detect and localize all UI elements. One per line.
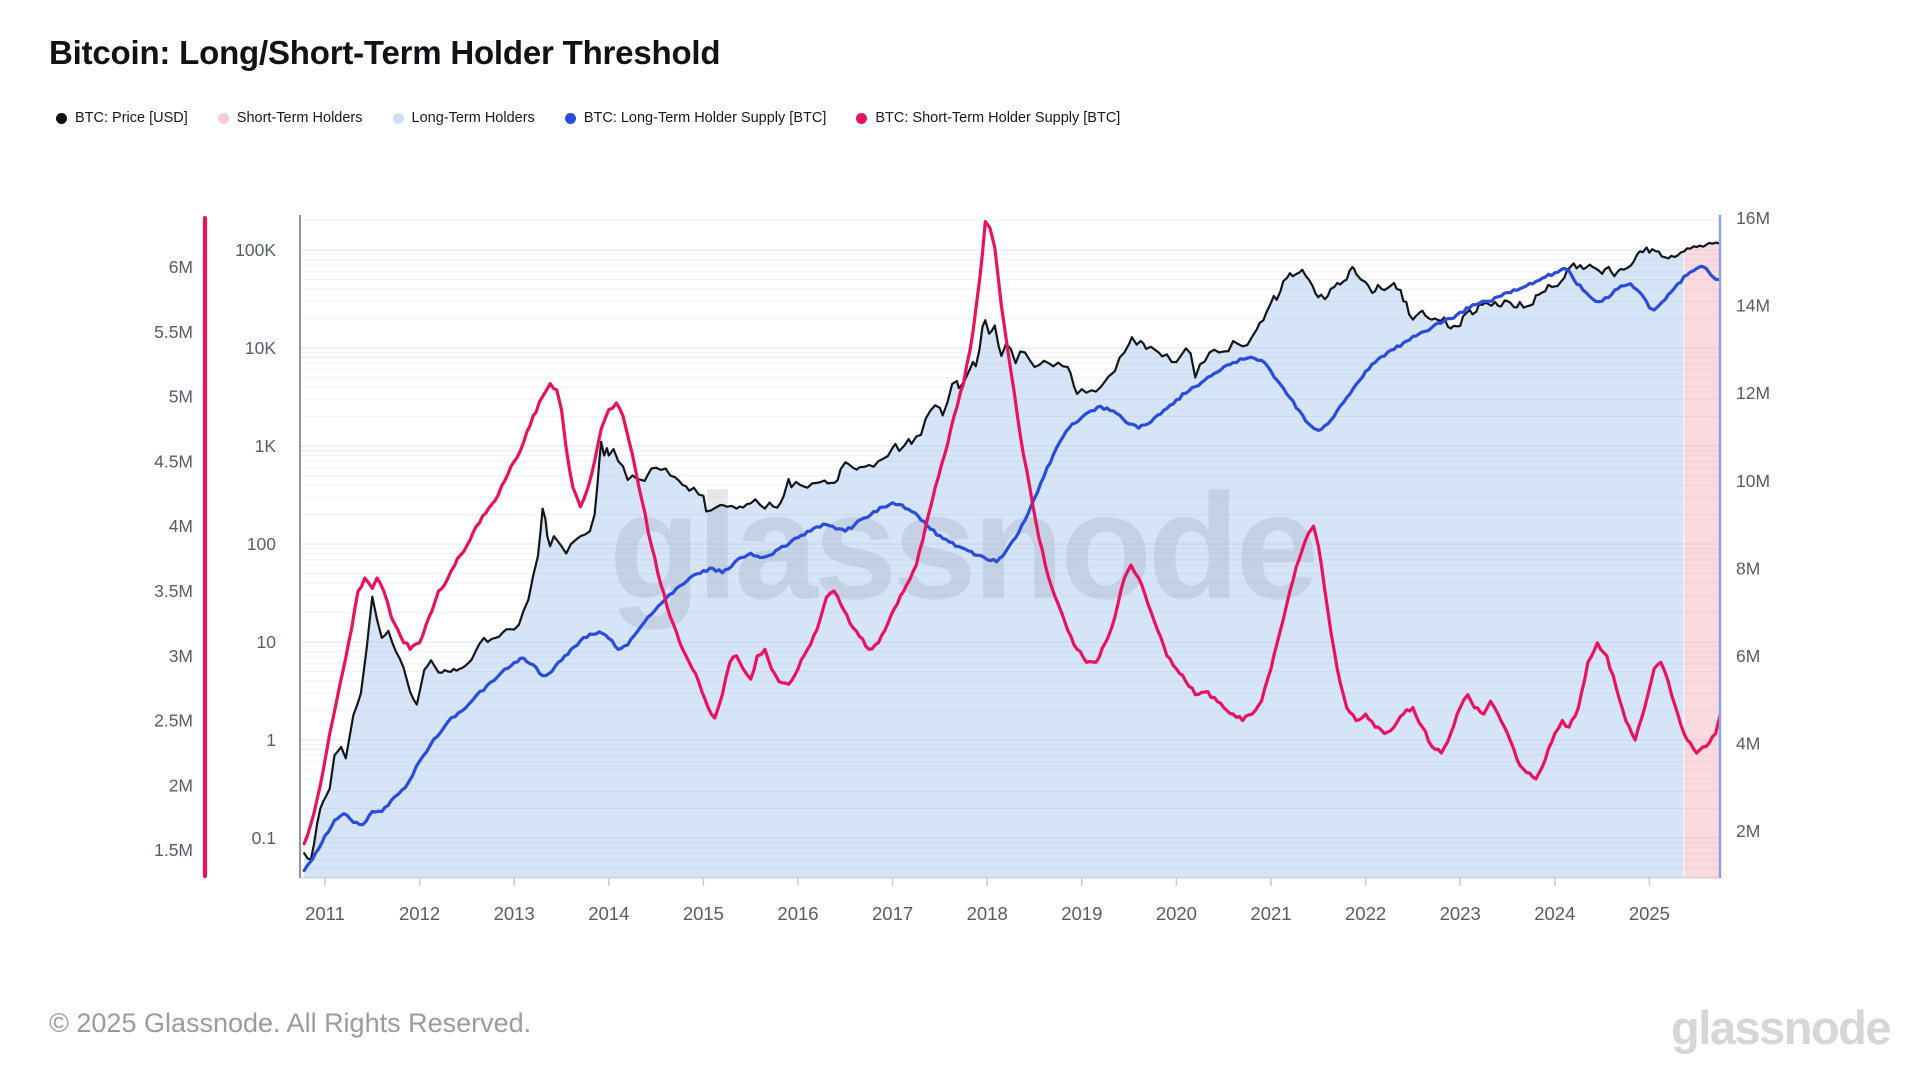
glassnode-logo: glassnode xyxy=(1671,1001,1891,1054)
axis-tick-label: 10K xyxy=(245,338,276,358)
axis-tick-label: 2.5M xyxy=(154,711,193,731)
legend-item[interactable]: Short-Term Holders xyxy=(217,110,363,126)
axis-tick-label: 1K xyxy=(255,436,277,456)
axis-tick-label: 4.5M xyxy=(154,451,193,471)
legend-item[interactable]: BTC: Long-Term Holder Supply [BTC] xyxy=(564,110,827,126)
axis-tick-label: 2011 xyxy=(305,903,345,924)
axis-tick-label: 2020 xyxy=(1156,903,1197,924)
axis-tick-label: 4M xyxy=(169,516,193,536)
axis-tick-label: 8M xyxy=(1736,558,1760,578)
axis-tick-label: 2023 xyxy=(1440,903,1481,924)
legend-label: BTC: Price [USD] xyxy=(75,110,188,126)
axis-tick-label: 2022 xyxy=(1345,903,1386,924)
axis-tick-label: 6M xyxy=(1736,646,1760,666)
page-title: Bitcoin: Long/Short-Term Holder Threshol… xyxy=(49,34,721,71)
series-lines xyxy=(302,220,1720,873)
axis-tick-label: 2016 xyxy=(777,903,818,924)
axis-tick-labels: 6M 5.5M 5M 4.5M 4M 3.5M 3M 2.5M 2M 1.5M 100K 10K 1K 1… xyxy=(154,208,1770,924)
axis-tick-label: 10 xyxy=(257,632,277,652)
axis-tick-label: 5M xyxy=(169,387,193,407)
copyright-text: © 2025 Glassnode. All Rights Reserved. xyxy=(49,1008,532,1038)
axis-tick-label: 100K xyxy=(235,240,276,260)
legend-swatch xyxy=(392,112,404,124)
axis-tick-label: 2M xyxy=(169,775,193,795)
axis-tick-label: 12M xyxy=(1736,383,1770,403)
legend-swatch xyxy=(56,112,67,124)
axis-tick-label: 16M xyxy=(1736,208,1770,228)
axis-tick-label: 14M xyxy=(1736,296,1770,316)
axis-tick-label: 2018 xyxy=(967,903,1008,924)
watermark: glassnode xyxy=(609,462,1315,630)
axis-tick-label: 2024 xyxy=(1534,903,1575,924)
legend-label: Long-Term Holders xyxy=(411,110,535,126)
axis-tick-label: 2013 xyxy=(494,903,535,924)
axis-tick-label: 2015 xyxy=(683,903,724,924)
axis-lines xyxy=(202,215,1722,886)
axis-tick-label: 2019 xyxy=(1061,903,1102,924)
axis-tick-label: 6M xyxy=(169,257,193,277)
gridlines xyxy=(300,220,1720,879)
axis-tick-label: 2012 xyxy=(399,903,440,924)
axis-tick-label: 2017 xyxy=(872,903,913,924)
legend-label: BTC: Long-Term Holder Supply [BTC] xyxy=(583,110,827,126)
axis-tick-label: 3.5M xyxy=(154,581,193,601)
legend-swatch xyxy=(217,112,229,124)
legend-swatch xyxy=(564,112,576,124)
legend-label: Short-Term Holders xyxy=(236,110,363,126)
axis-tick-label: 10M xyxy=(1736,471,1770,491)
legend-label: BTC: Short-Term Holder Supply [BTC] xyxy=(875,110,1121,126)
legend-item[interactable]: BTC: Price [USD] xyxy=(56,110,188,126)
legend-swatch xyxy=(856,112,868,124)
axis-tick-label: 4M xyxy=(1736,734,1760,754)
axis-tick-label: 100 xyxy=(247,534,276,554)
axis-tick-label: 2014 xyxy=(588,903,629,924)
chart-legend: BTC: Price [USD] Short-Term Holders Long-T… xyxy=(56,110,1120,126)
legend-item[interactable]: BTC: Short-Term Holder Supply [BTC] xyxy=(856,110,1120,126)
axis-tick-label: 1.5M xyxy=(154,840,193,860)
axis-tick-label: 3M xyxy=(169,646,193,666)
axis-tick-label: 0.1 xyxy=(252,828,276,848)
axis-tick-label: 2021 xyxy=(1250,903,1291,924)
axis-tick-label: 1 xyxy=(266,730,276,750)
axis-tick-label: 2M xyxy=(1736,821,1760,841)
axis-tick-label: 2025 xyxy=(1629,903,1670,924)
axis-tick-label: 5.5M xyxy=(154,322,193,342)
legend-item[interactable]: Long-Term Holders xyxy=(392,110,535,126)
